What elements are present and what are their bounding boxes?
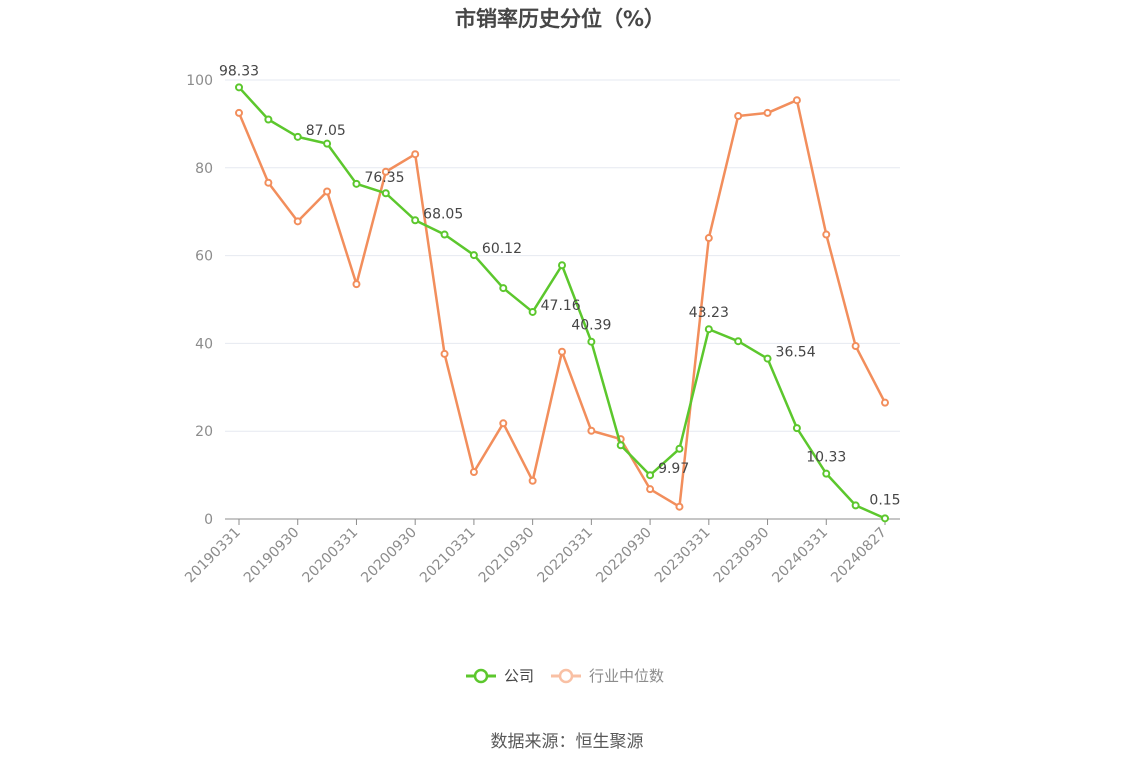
company-point — [646, 471, 655, 480]
x-tick-label: 20220331 — [534, 525, 596, 587]
y-tick-label: 20 — [195, 424, 213, 440]
company-data-label: 36.54 — [776, 345, 816, 361]
x-tick-label: 20220930 — [593, 525, 655, 587]
source-text: 数据来源：恒生聚源 — [491, 732, 644, 752]
company-point — [587, 337, 596, 346]
company-data-label: 60.12 — [482, 241, 522, 257]
company-point — [675, 444, 684, 453]
company-data-label: 10.33 — [806, 450, 846, 466]
x-tick-label: 20200930 — [358, 525, 420, 587]
company-data-label: 68.05 — [423, 206, 463, 222]
x-tick-label: 20240331 — [769, 525, 831, 587]
company-point — [763, 354, 772, 363]
company-point — [734, 337, 743, 346]
company-data-label: 43.23 — [689, 305, 729, 321]
company-data-label: 76.35 — [364, 170, 404, 186]
x-tick-label: 20210331 — [417, 525, 479, 587]
industry-median-point — [528, 476, 537, 485]
industry-median-point — [851, 342, 860, 351]
company-point — [499, 284, 508, 293]
company-point — [528, 307, 537, 316]
data-labels: 98.33 87.05 76.35 68.05 60.12 47.16 40.39 9.97 4… — [219, 63, 901, 508]
industry-median-point — [704, 234, 713, 243]
company-point — [352, 179, 361, 188]
company-data-label: 98.33 — [219, 63, 259, 79]
company-point — [704, 325, 713, 334]
y-tick-label: 100 — [186, 73, 213, 89]
industry-median-point — [235, 108, 243, 117]
legend-swatch-marker — [558, 668, 574, 684]
legend-label: 行业中位数 — [589, 667, 664, 685]
industry-median-point — [558, 347, 566, 356]
company-point — [851, 501, 860, 510]
company-point — [293, 132, 302, 141]
company-point — [469, 251, 478, 260]
company-point — [411, 216, 420, 225]
industry-median-point — [411, 150, 420, 159]
industry-median-point — [323, 187, 332, 196]
company-point — [822, 469, 831, 478]
company-data-label: 87.05 — [306, 123, 346, 139]
x-tick-label: 20200331 — [300, 525, 362, 587]
y-tick-label: 0 — [204, 512, 213, 528]
industry-median-point — [792, 96, 801, 105]
industry-median-point — [499, 419, 508, 428]
industry-median-point — [352, 280, 361, 289]
x-tick-label: 20190930 — [241, 525, 303, 587]
industry-median-point — [293, 217, 302, 226]
company-point — [323, 139, 332, 148]
y-tick-label: 80 — [195, 161, 213, 177]
y-tick-label: 40 — [195, 336, 213, 352]
plot-series — [235, 83, 889, 523]
company-point — [558, 261, 566, 270]
industry-median-point — [381, 167, 390, 176]
industry-median-point — [763, 108, 772, 117]
y-tick-label: 60 — [195, 249, 213, 265]
industry-median-point — [440, 349, 449, 358]
company-data-label: 0.15 — [869, 492, 900, 508]
industry-median-point — [734, 111, 743, 120]
x-tick-label: 20190331 — [182, 525, 244, 587]
company-point — [881, 514, 889, 523]
company-point — [235, 83, 243, 92]
industry-median-point — [264, 178, 273, 187]
company-point — [264, 115, 273, 124]
chart-title: 市销率历史分位（%） — [455, 7, 665, 31]
legend-item-company[interactable]: 公司 — [466, 667, 534, 685]
company-point — [381, 189, 390, 198]
company-data-label: 9.97 — [658, 461, 689, 477]
industry-median-point — [469, 468, 478, 477]
company-data-label: 40.39 — [571, 318, 611, 334]
industry-median-point — [822, 230, 831, 239]
company-data-label: 47.16 — [541, 298, 581, 314]
company-point — [616, 441, 625, 450]
x-tick-label: 20240827 — [828, 525, 890, 587]
industry-median-point — [675, 502, 684, 511]
company-point — [792, 424, 801, 433]
legend-label: 公司 — [504, 667, 534, 685]
company-point — [440, 230, 449, 239]
industry-median-point — [881, 398, 889, 407]
axes: 0 20 40 60 80 100 2019033120190930202003312020… — [182, 73, 900, 586]
industry-median-point — [587, 426, 596, 435]
industry-median-point — [646, 485, 655, 494]
legend-swatch-marker — [473, 668, 489, 684]
x-tick-label: 20210930 — [476, 525, 538, 587]
legend-item-industry-median[interactable]: 行业中位数 — [551, 667, 664, 685]
x-tick-label: 20230930 — [711, 525, 773, 587]
x-tick-label: 20230331 — [652, 525, 714, 587]
legend[interactable]: 公司 行业中位数 — [466, 667, 664, 685]
grid — [225, 79, 900, 432]
